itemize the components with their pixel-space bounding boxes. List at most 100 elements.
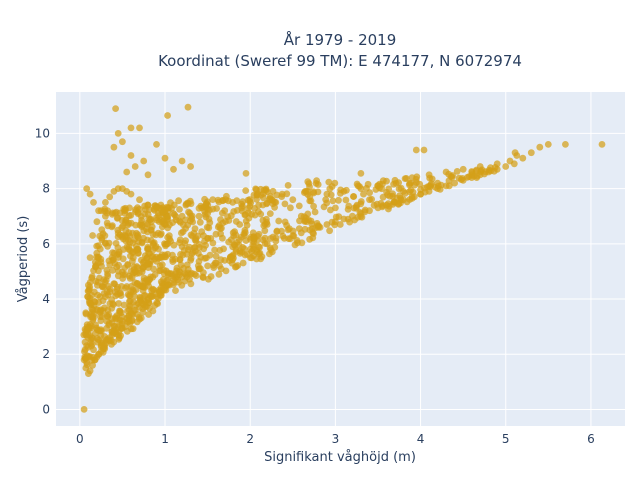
scatter-point <box>102 212 109 220</box>
scatter-point <box>272 237 280 245</box>
scatter-point <box>357 170 365 177</box>
scatter-point-cloud <box>156 267 163 275</box>
scatter-point <box>297 229 305 237</box>
scatter-point-cloud <box>106 285 114 293</box>
scatter-point <box>391 176 399 184</box>
scatter-point-cloud <box>287 204 294 212</box>
scatter-point-cloud <box>154 300 162 307</box>
y-tick-label: 6 <box>42 237 50 251</box>
x-tick-label: 5 <box>502 432 510 446</box>
scatter-point <box>263 240 271 248</box>
scatter-point <box>408 193 416 201</box>
x-tick-label: 4 <box>417 432 425 446</box>
x-tick-label: 0 <box>76 432 84 446</box>
scatter-point <box>204 234 212 242</box>
scatter-point <box>178 243 186 251</box>
scatter-point <box>187 212 195 220</box>
scatter-point-cloud <box>246 202 254 210</box>
scatter-point-cloud <box>146 305 153 312</box>
scatter-point <box>434 185 441 193</box>
scatter-point <box>195 212 203 220</box>
scatter-point-cloud <box>266 210 274 218</box>
scatter-point <box>93 218 101 226</box>
scatter-point <box>493 160 501 168</box>
scatter-point <box>502 163 510 170</box>
scatter-point-cloud <box>295 202 303 210</box>
scatter-point-cloud <box>242 187 250 195</box>
scatter-point <box>425 171 433 179</box>
scatter-point-cloud <box>122 206 129 214</box>
scatter-point-cloud <box>127 211 135 219</box>
scatter-point-cloud <box>92 321 99 329</box>
scatter-point-cloud <box>169 272 177 280</box>
scatter-point-cloud <box>142 225 150 233</box>
scatter-point-cloud <box>220 245 228 253</box>
scatter-point <box>119 138 126 146</box>
scatter-point <box>144 259 152 267</box>
scatter-point-cloud <box>129 325 137 333</box>
scatter-point <box>86 254 94 261</box>
scatter-point-cloud <box>187 231 195 239</box>
x-axis-title: Signifikant våghöjd (m) <box>264 450 416 465</box>
scatter-point-cloud <box>134 232 141 240</box>
scatter-point-cloud <box>101 232 109 240</box>
scatter-point-cloud <box>239 259 247 267</box>
scatter-point-cloud <box>87 299 94 307</box>
x-tick-label: 3 <box>332 432 340 446</box>
scatter-point-cloud <box>246 197 254 205</box>
scatter-point <box>97 348 105 355</box>
scatter-point <box>178 212 186 220</box>
scatter-point-cloud <box>124 291 132 298</box>
scatter-point <box>332 204 339 212</box>
scatter-point-cloud <box>191 225 199 233</box>
scatter-point <box>340 215 348 223</box>
scatter-point <box>417 190 424 198</box>
scatter-point-cloud <box>105 321 113 329</box>
scatter-point-cloud <box>111 209 119 217</box>
scatter-point <box>86 367 94 375</box>
scatter-point-cloud <box>326 185 334 193</box>
scatter-point-cloud <box>158 261 166 268</box>
scatter-point <box>136 124 143 132</box>
scatter-point <box>242 170 250 177</box>
scatter-point <box>297 212 305 220</box>
scatter-point-cloud <box>84 293 92 301</box>
scatter-point-cloud <box>116 307 123 315</box>
scatter-point <box>164 112 172 119</box>
scatter-point-cloud <box>406 180 413 187</box>
scatter-point-cloud <box>251 211 259 219</box>
scatter-point-cloud <box>92 278 100 285</box>
scatter-point <box>459 165 467 173</box>
scatter-point <box>246 245 254 253</box>
scatter-point-cloud <box>383 177 390 185</box>
scatter-point-cloud <box>139 308 147 316</box>
scatter-point-cloud <box>179 221 187 229</box>
scatter-point-cloud <box>150 265 158 273</box>
scatter-point <box>80 356 88 364</box>
scatter-point-cloud <box>353 180 361 188</box>
scatter-point-cloud <box>96 313 104 321</box>
scatter-point <box>170 210 177 217</box>
scatter-point <box>374 182 382 190</box>
scatter-point <box>140 301 148 308</box>
scatter-point-cloud <box>108 296 115 303</box>
scatter-point-cloud <box>178 229 185 237</box>
scatter-point <box>170 165 177 173</box>
scatter-point-cloud <box>114 283 121 291</box>
scatter-point-cloud <box>311 208 319 216</box>
scatter-point-cloud <box>232 218 240 225</box>
scatter-point-cloud <box>93 306 101 313</box>
scatter-point-cloud <box>251 235 258 243</box>
scatter-point <box>510 160 518 168</box>
scatter-point <box>598 141 606 148</box>
scatter-point-cloud <box>145 215 153 223</box>
scatter-point-cloud <box>216 225 224 232</box>
scatter-point-cloud <box>157 230 165 238</box>
scatter-point <box>153 141 160 148</box>
scatter-point-cloud <box>209 196 217 204</box>
scatter-point-cloud <box>145 249 152 257</box>
scatter-point-cloud <box>301 218 308 225</box>
scatter-point-cloud <box>257 210 265 218</box>
scatter-point <box>280 234 288 242</box>
